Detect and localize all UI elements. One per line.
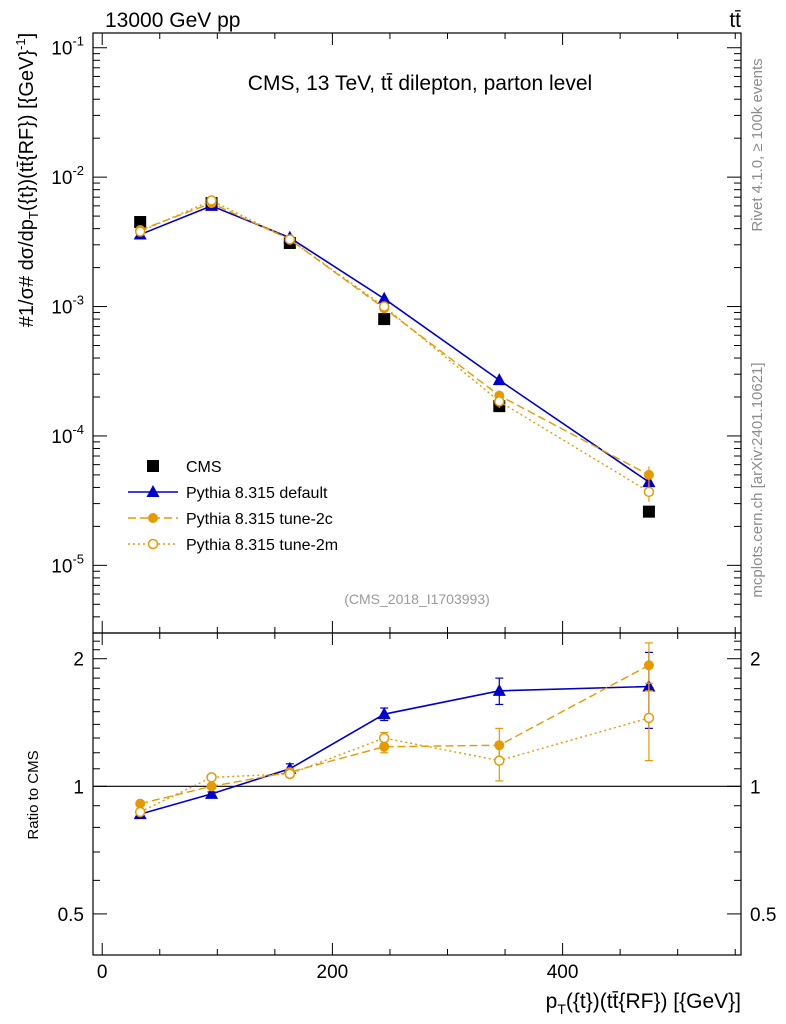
legend-marker [147,460,159,472]
y-axis-label: #1/σ# dσ/dpT({t})(tt̄{RF}) [{GeV}-1] [13,33,41,327]
ratio-point [206,772,217,783]
ratio-line [140,664,650,805]
data-point [492,373,506,386]
legend-label: Pythia 8.315 default [186,485,328,502]
analysis-tag: (CMS_2018_I1703993) [344,591,490,607]
ratio-y-tick-label-right: 1 [750,777,761,798]
series-line [139,202,650,476]
legend-label: Pythia 8.315 tune-2c [186,511,333,528]
y-tick-label: 10-1 [51,34,84,60]
ratio-y-tick-label: 0.5 [58,905,84,926]
legend-label: Pythia 8.315 tune-2m [186,537,338,554]
ratio-line [139,717,650,813]
ratio-y-tick-label: 2 [73,650,84,671]
data-point [642,505,655,518]
ratio-point [643,660,654,671]
data-point [643,469,654,480]
ratio-point [494,755,505,766]
y-tick-label: 10-5 [51,551,84,577]
rivet-label: Rivet 4.1.0, ≥ 100k events [749,58,766,231]
mcplots-label: mcplots.cern.ch [arXiv:2401.10621] [749,362,766,597]
ratio-line [139,685,649,815]
ratio-y-axis-label: Ratio to CMS [25,750,42,839]
data-point [377,291,391,304]
ratio-series-pythia-8-315-tune-2c [135,642,654,809]
x-tick-label: 200 [317,962,349,983]
series-pythia-8-315-tune-2m [134,195,655,502]
ratio-point [206,781,217,792]
x-tick-label: 400 [547,962,579,983]
series-pythia-8-315-tune-2c [135,198,654,485]
ratio-y-tick-label-right: 2 [750,650,761,671]
data-point [284,234,296,245]
data-point [206,195,217,206]
ratio-point [205,786,219,799]
x-axis-label: pT({t})(tt̄{RF}) [{GeV}] [546,990,741,1017]
ratio-point [284,768,296,780]
axis-ticks: 0 200 400 10-5 10-4 10-3 10-2 10-1 0.5 0.5 1 1 2 2 [51,33,776,983]
header-process-label: tt̄ [729,9,741,32]
header-energy-label: 13000 GeV pp [105,9,240,32]
series-line [139,204,650,483]
data-point [134,216,147,229]
legend: CMS Pythia 8.315 default Pythia 8.315 tune… [128,459,338,554]
ratio-series-layer [133,642,656,820]
ratio-point [134,806,146,818]
data-point [494,396,505,407]
ratio-point [643,712,655,724]
y-tick-label: 10-3 [51,293,84,319]
ratio-y-tick-label: 1 [73,777,84,798]
data-point [378,313,391,326]
ratio-series-pythia-8-315-tune-2m [134,682,655,818]
ratio-plot-frame [92,632,742,956]
chart-title: CMS, 13 TeV, tt̄ dilepton, parton level [248,72,592,95]
data-point [643,486,655,498]
y-tick-label: 10-2 [51,163,84,189]
legend-marker [146,485,160,497]
legend-marker [148,513,158,523]
ratio-point [135,798,146,809]
x-tick-label: 0 [97,962,108,983]
series-line [139,199,650,493]
legend-marker [147,538,159,550]
data-point [134,226,146,237]
series-pythia-8-315-default [133,198,656,489]
legend-label: CMS [186,459,222,476]
main-series-layer [133,195,656,518]
ratio-series-pythia-8-315-default [133,651,656,820]
ratio-y-tick-label-right: 0.5 [750,905,776,926]
ratio-point [492,683,506,696]
data-point [378,301,390,312]
ratio-point [377,707,391,720]
ratio-point [378,732,390,744]
y-tick-label: 10-4 [51,422,84,448]
